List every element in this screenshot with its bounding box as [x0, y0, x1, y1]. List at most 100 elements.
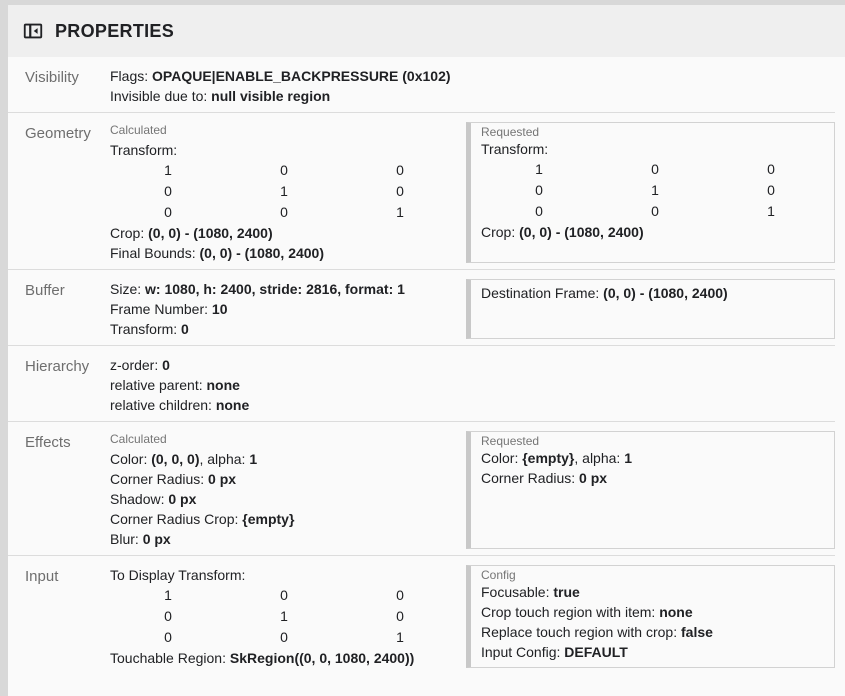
property-value: 1: [624, 450, 632, 466]
property-label: Replace touch region with crop:: [481, 624, 681, 640]
properties-header: PROPERTIES: [8, 5, 845, 57]
matrix-cell: 1: [164, 162, 172, 178]
property-label: Shadow:: [110, 491, 169, 507]
calculated-column: Flags: OPAQUE|ENABLE_BACKPRESSURE (0x102…: [110, 66, 458, 106]
property-value: 1: [249, 451, 258, 467]
property-value: {empty}: [522, 450, 575, 466]
matrix-cell: 1: [535, 161, 543, 177]
property-value: (0, 0) - (1080, 2400): [519, 224, 644, 240]
section-effects: Effects Calculated Color: (0, 0, 0), alp…: [8, 422, 835, 556]
matrix-cell: 0: [535, 203, 543, 219]
property-value: 0: [181, 321, 189, 337]
section-content: z-order: 0 relative parent: none relativ…: [110, 355, 835, 415]
property-row-shadow: Shadow: 0 px: [110, 489, 458, 509]
matrix-cell: 0: [164, 204, 172, 220]
matrix-cell: 1: [280, 608, 288, 624]
calculated-column: Size: w: 1080, h: 2400, stride: 2816, fo…: [110, 279, 458, 339]
property-label: Size:: [110, 281, 146, 297]
property-label: Flags:: [110, 68, 153, 84]
property-label: Corner Radius:: [481, 470, 580, 486]
property-label: Frame Number:: [110, 301, 212, 317]
property-row-color: Color: {empty}, alpha: 1: [481, 448, 824, 468]
property-row-corner-radius-crop: Corner Radius Crop: {empty}: [110, 509, 458, 529]
property-value: (0, 0) - (1080, 2400): [603, 285, 728, 301]
property-row-final-bounds: Final Bounds: (0, 0) - (1080, 2400): [110, 243, 458, 263]
sections-container: Visibility Flags: OPAQUE|ENABLE_BACKPRES…: [8, 57, 845, 674]
property-label: Color:: [481, 450, 523, 466]
properties-panel: PROPERTIES Visibility Flags: OPAQUE|ENAB…: [8, 5, 845, 696]
property-row-crop-touch-region: Crop touch region with item: none: [481, 602, 824, 622]
property-value: OPAQUE|ENABLE_BACKPRESSURE (0x102): [152, 68, 451, 84]
property-label: relative parent:: [110, 377, 207, 393]
group-label-config: Config: [481, 568, 516, 582]
property-label: Blur:: [110, 531, 143, 547]
section-title-input: Input: [25, 568, 59, 585]
property-label: Invisible due to:: [110, 88, 212, 104]
property-value: none: [659, 604, 693, 620]
property-row-transform: Transform: 0: [110, 319, 458, 339]
matrix-cell: 0: [280, 587, 288, 603]
group-label-requested: Requested: [481, 125, 540, 139]
property-value: (0, 0) - (1080, 2400): [148, 225, 273, 241]
transform-matrix: 1 0 0 0 1 0 0 0 1: [110, 585, 458, 648]
matrix-cell: 1: [396, 629, 404, 645]
property-label: Touchable Region:: [110, 650, 230, 666]
transform-matrix: 1 0 0 0 1 0 0 0 1: [110, 160, 458, 223]
property-value: none: [206, 377, 240, 393]
property-row-input-config: Input Config: DEFAULT: [481, 642, 824, 662]
property-row-size: Size: w: 1080, h: 2400, stride: 2816, fo…: [110, 279, 458, 299]
property-label: Transform:: [110, 321, 182, 337]
collapse-panel-button[interactable]: [20, 18, 46, 44]
property-row-color: Color: (0, 0, 0), alpha: 1: [110, 449, 458, 469]
matrix-cell: 1: [280, 183, 288, 199]
property-value: DEFAULT: [564, 644, 628, 660]
matrix-cell: 0: [280, 204, 288, 220]
section-content: Flags: OPAQUE|ENABLE_BACKPRESSURE (0x102…: [110, 66, 835, 106]
requested-box-effects: Requested Color: {empty}, alpha: 1 Corne…: [466, 431, 835, 549]
section-title-geometry: Geometry: [25, 125, 91, 142]
property-label: , alpha:: [574, 450, 625, 466]
property-label: Corner Radius:: [110, 471, 209, 487]
section-content: To Display Transform: 1 0 0 0 1 0 0 0 1 Toucha…: [110, 565, 835, 668]
calculated-column: Calculated Color: (0, 0, 0), alpha: 1 Co…: [110, 431, 458, 549]
property-label: Transform:: [481, 141, 549, 157]
property-row-invisible-due-to: Invisible due to: null visible region: [110, 86, 458, 106]
property-row-corner-radius: Corner Radius: 0 px: [481, 468, 824, 488]
matrix-cell: 0: [164, 183, 172, 199]
section-input: Input To Display Transform: 1 0 0 0 1 0 0 0 1 …: [8, 556, 835, 674]
matrix-cell: 0: [164, 608, 172, 624]
matrix-cell: 0: [396, 162, 404, 178]
property-row-destination-frame: Destination Frame: (0, 0) - (1080, 2400): [481, 283, 824, 303]
matrix-cell: 1: [651, 182, 659, 198]
matrix-cell: 0: [280, 629, 288, 645]
property-value: none: [215, 397, 250, 413]
property-value: false: [681, 624, 713, 640]
requested-box-geometry: Requested Transform: 1 0 0 0 1 0 0 0 1 Crop: (…: [466, 122, 835, 263]
property-value: 10: [211, 301, 228, 317]
section-visibility: Visibility Flags: OPAQUE|ENABLE_BACKPRES…: [8, 57, 835, 113]
property-value: SkRegion((0, 0, 1080, 2400)): [229, 650, 415, 666]
matrix-cell: 0: [651, 203, 659, 219]
property-label: Color:: [110, 451, 152, 467]
matrix-cell: 0: [280, 162, 288, 178]
property-label: Transform:: [110, 142, 178, 158]
property-row-transform: Transform:: [481, 139, 824, 159]
property-row-crop: Crop: (0, 0) - (1080, 2400): [481, 222, 824, 242]
section-title-visibility: Visibility: [25, 69, 79, 86]
property-label: relative children:: [110, 397, 216, 413]
property-value: {empty}: [242, 511, 295, 527]
property-row-flags: Flags: OPAQUE|ENABLE_BACKPRESSURE (0x102…: [110, 66, 458, 86]
property-label: Final Bounds:: [110, 245, 200, 261]
panel-title: PROPERTIES: [55, 20, 175, 41]
property-value: w: 1080, h: 2400, stride: 2816, format: …: [145, 281, 405, 297]
calculated-column: Calculated Transform: 1 0 0 0 1 0 0 0 1 Crop: …: [110, 122, 458, 263]
property-value: 0 px: [168, 491, 197, 507]
property-row-focusable: Focusable: true: [481, 582, 824, 602]
group-label-calculated: Calculated: [110, 432, 167, 446]
property-row-replace-touch-region: Replace touch region with crop: false: [481, 622, 824, 642]
requested-box-buffer: Destination Frame: (0, 0) - (1080, 2400): [466, 279, 835, 339]
left-panel-collapse-icon: [22, 20, 44, 42]
matrix-cell: 0: [767, 182, 775, 198]
property-value: null visible region: [211, 88, 331, 104]
property-row-relative-parent: relative parent: none: [110, 375, 458, 395]
